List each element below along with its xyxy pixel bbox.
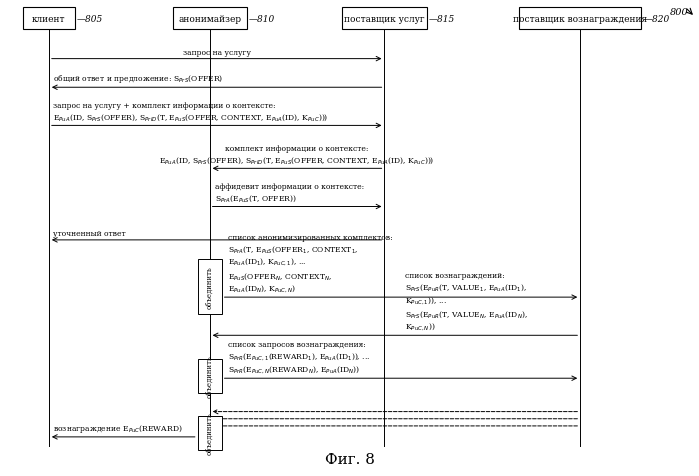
Text: запрос на услугу: запрос на услугу	[182, 49, 251, 57]
Text: —820: —820	[643, 14, 670, 23]
Bar	[342, 8, 427, 30]
Text: комплект информации о контексте:
E$_{{PuA}}$(ID, S$_{{PrS}}$(OFFER), S$_{{PrID}}: комплект информации о контексте: E$_{{Pu…	[159, 145, 435, 166]
Text: список анонимизированных комплектов:
S$_{{PrA}}$(T, E$_{{PuS}}$(OFFER$_1$, CONTE: список анонимизированных комплектов: S$_…	[228, 233, 392, 295]
Text: запрос на услугу + комплект информации о контексте:
E$_{{PuA}}$(ID, S$_{{PrS}}$(: запрос на услугу + комплект информации о…	[53, 102, 329, 123]
Text: Фиг. 8: Фиг. 8	[324, 452, 375, 466]
Text: 800: 800	[670, 8, 689, 17]
Bar	[173, 8, 247, 30]
Bar	[198, 359, 222, 393]
Text: —815: —815	[429, 14, 455, 23]
Text: вознаграждение E$_{{PuC}}$(REWARD): вознаграждение E$_{{PuC}}$(REWARD)	[53, 422, 182, 434]
Text: уточненный ответ: уточненный ответ	[53, 229, 126, 238]
Bar	[23, 8, 75, 30]
Text: объединить: объединить	[206, 412, 214, 455]
Text: аффидевит информации о контексте:
S$_{{PrA}}$(E$_{{PuS}}$(T, OFFER)): аффидевит информации о контексте: S$_{{P…	[215, 183, 364, 204]
Text: список запросов вознаграждения:
S$_{{PrR}}$(E$_{{PuC,1}}$(REWARD$_1$), E$_{{PuA}: список запросов вознаграждения: S$_{{PrR…	[228, 340, 370, 376]
Text: общий ответ и предложение: S$_{{PrS}}$(OFFER): общий ответ и предложение: S$_{{PrS}}$(O…	[53, 73, 223, 85]
Bar	[198, 416, 222, 450]
Text: —805: —805	[77, 14, 103, 23]
Text: анонимайзер: анонимайзер	[178, 14, 241, 23]
Text: список вознаграждений:
S$_{{PrS}}$(E$_{{PuR}}$(T, VALUE$_1$, E$_{{PuA}}$(ID$_1$): список вознаграждений: S$_{{PrS}}$(E$_{{…	[405, 271, 528, 333]
Text: объединить: объединить	[206, 266, 214, 308]
Text: объединить: объединить	[206, 355, 214, 397]
Bar	[519, 8, 641, 30]
Text: —810: —810	[249, 14, 275, 23]
Text: поставщик вознаграждения: поставщик вознаграждения	[513, 14, 647, 23]
Text: клиент: клиент	[32, 14, 66, 23]
Text: поставщик услуг: поставщик услуг	[344, 14, 425, 23]
Bar	[198, 259, 222, 314]
